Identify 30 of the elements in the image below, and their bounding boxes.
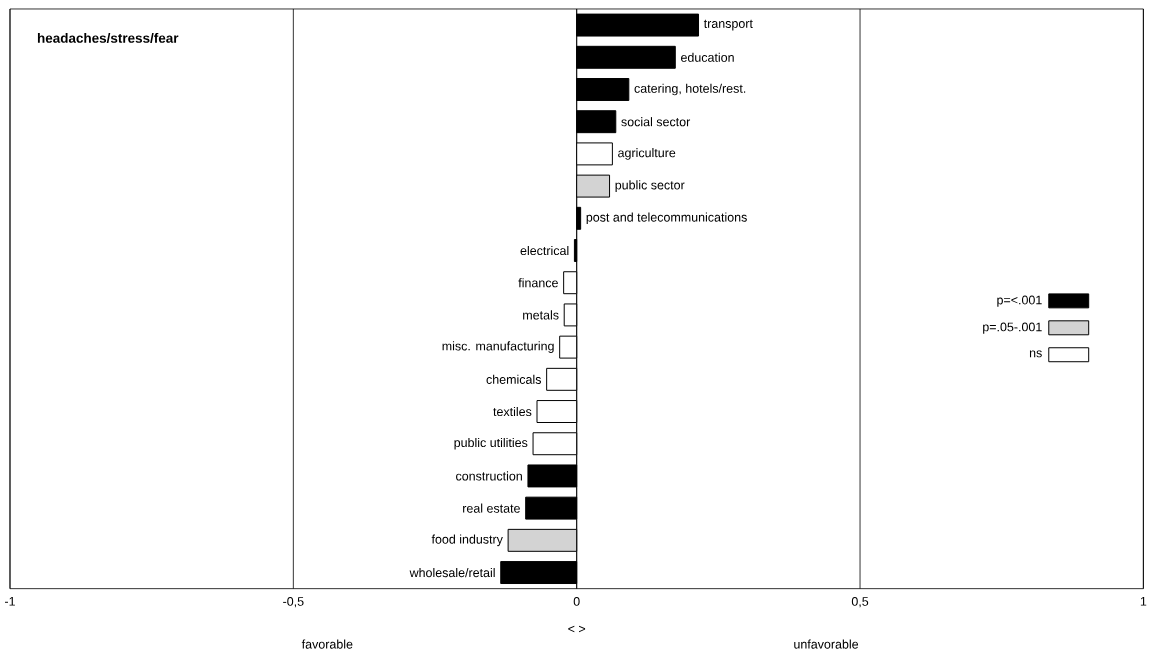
y-tick-label: wholesale/retail (409, 567, 495, 577)
y-tick-label: post and telecommunications (586, 212, 747, 224)
text: unfavorable (794, 639, 859, 649)
text: headaches/stress/fear (37, 32, 179, 43)
x-tick-label: 0,5 (851, 596, 869, 608)
x-tick-label: -1 (4, 596, 15, 606)
legend-label: ns (1029, 350, 1042, 358)
x-tick-label: -0,5 (283, 596, 304, 608)
x-tick-label: 0 (573, 596, 580, 606)
y-tick-label: construction (456, 471, 522, 481)
y-tick-label: food industry (431, 534, 503, 546)
text: favorable (301, 639, 353, 649)
y-tick-label: social sector (621, 116, 691, 127)
y-tick-label: catering, hotels/rest. (634, 83, 746, 96)
y-tick-label: public sector (615, 180, 685, 192)
x-axis-title: < > (568, 625, 586, 632)
legend-label: p=.05-.001 (983, 322, 1042, 334)
y-tick-label: electrical (520, 245, 569, 255)
y-tick-label: textiles (493, 406, 532, 416)
y-tick-label: agriculture (618, 147, 676, 160)
legend-label: p=<.001 (997, 295, 1042, 307)
y-tick-label: finance (518, 277, 558, 288)
y-tick-label: education (681, 52, 734, 62)
y-tick-label: metals (523, 310, 559, 320)
y-tick-label: public utilities (454, 437, 528, 450)
y-tick-label: chemicals (486, 374, 541, 384)
y-tick-label: misc. manufacturing (442, 341, 554, 353)
y-tick-label: real estate (463, 503, 520, 513)
y-tick-label: transport (703, 19, 753, 31)
x-tick-label: 1 (1140, 596, 1147, 606)
